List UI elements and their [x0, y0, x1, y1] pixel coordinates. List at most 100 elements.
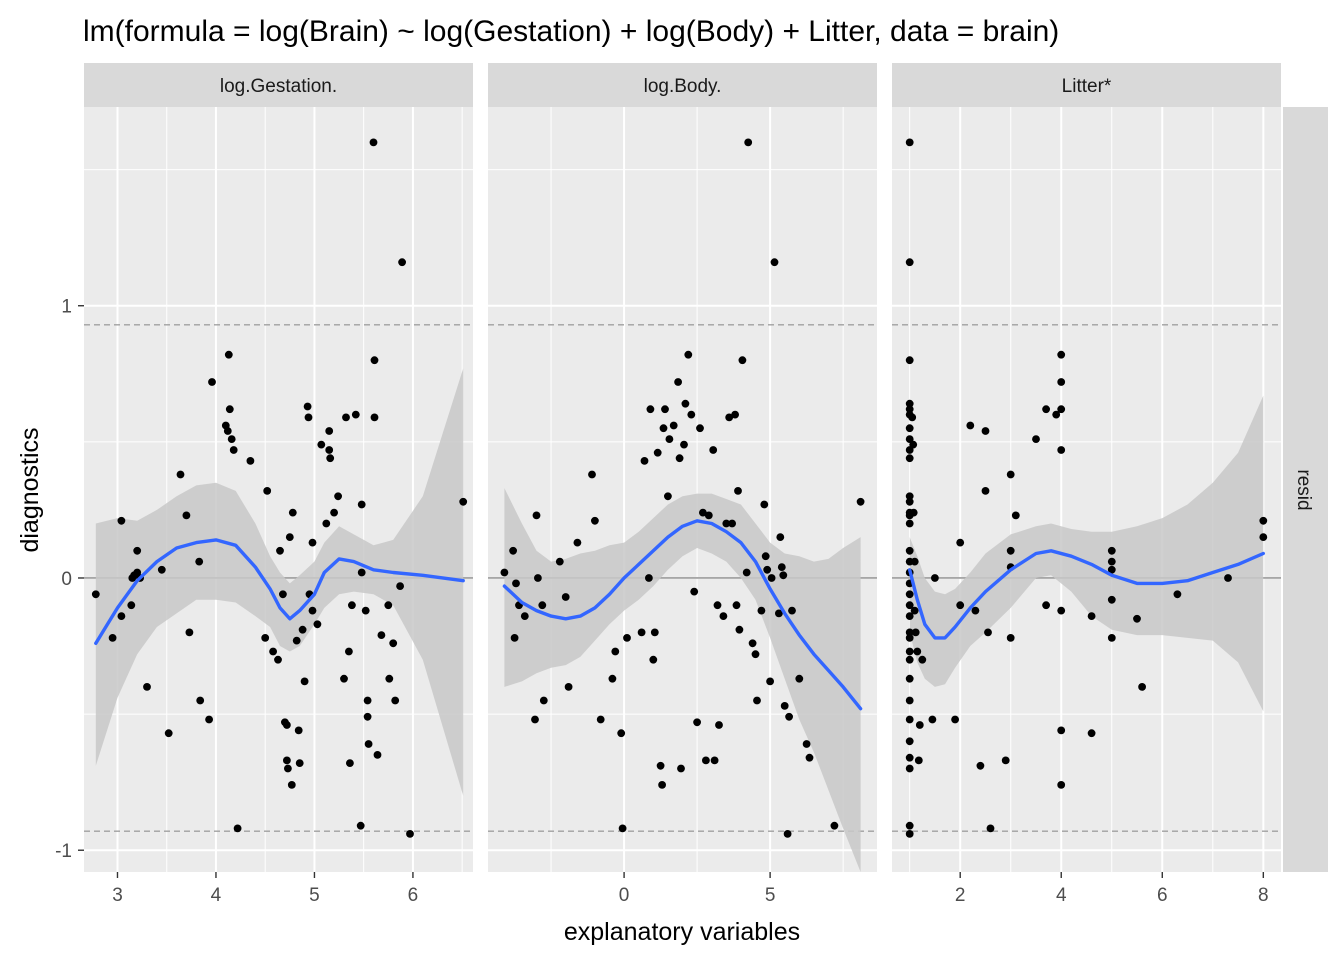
data-point: [406, 830, 414, 838]
data-point: [649, 655, 658, 664]
data-point: [905, 492, 914, 501]
data-point: [738, 356, 747, 365]
data-point: [195, 557, 204, 566]
data-point: [287, 781, 296, 789]
data-point: [696, 424, 704, 433]
data-point: [500, 568, 509, 577]
data-point: [908, 413, 917, 422]
smooth-line: [94, 538, 465, 645]
data-point: [905, 830, 914, 838]
data-point: [767, 574, 776, 582]
data-point: [677, 764, 685, 773]
data-point: [971, 606, 980, 615]
data-point: [905, 674, 914, 683]
data-point: [680, 440, 688, 449]
data-point: [1042, 405, 1050, 414]
data-point: [196, 696, 205, 705]
data-point: [722, 519, 731, 528]
data-point: [512, 579, 520, 588]
data-point: [363, 696, 372, 705]
data-point: [742, 568, 751, 577]
data-point: [618, 824, 627, 833]
data-point: [984, 628, 992, 637]
data-point: [164, 729, 173, 738]
data-point: [766, 677, 774, 686]
data-point: [283, 756, 291, 765]
data-point: [905, 764, 914, 773]
data-point: [910, 557, 919, 566]
data-point: [295, 759, 304, 767]
data-point: [732, 601, 741, 610]
data-point: [986, 824, 995, 833]
data-point: [370, 413, 379, 422]
panel-background: [84, 107, 473, 872]
data-point: [389, 639, 398, 648]
data-point: [704, 511, 713, 520]
data-point: [788, 606, 796, 615]
data-point: [664, 492, 672, 501]
x-tick-label: 8: [1258, 885, 1269, 906]
data-point: [910, 606, 919, 615]
data-point: [340, 674, 348, 683]
data-point: [783, 830, 792, 838]
data-point: [185, 628, 194, 637]
data-point: [1107, 546, 1116, 555]
data-point: [802, 740, 811, 748]
data-point: [520, 612, 529, 620]
data-point: [909, 508, 918, 517]
data-point: [564, 683, 573, 691]
data-point: [357, 568, 366, 577]
data-point: [385, 674, 394, 683]
data-point: [1138, 683, 1146, 691]
data-point: [127, 601, 136, 610]
data-point: [223, 427, 232, 435]
data-point: [966, 421, 975, 430]
data-point: [956, 601, 965, 610]
data-point: [356, 821, 365, 830]
data-point: [658, 781, 666, 789]
x-tick-label: 6: [1157, 885, 1168, 906]
data-point: [715, 721, 723, 729]
data-point: [1006, 634, 1015, 642]
data-point: [913, 647, 922, 656]
data-point: [779, 571, 788, 580]
data-point: [317, 440, 326, 449]
data-point: [596, 715, 605, 724]
data-point: [795, 674, 804, 683]
data-point: [143, 683, 151, 691]
data-point: [684, 350, 693, 359]
strip-background: [84, 63, 473, 107]
data-point: [1057, 350, 1066, 359]
data-point: [157, 565, 166, 574]
data-point: [292, 636, 301, 645]
panel-log-gestation: log.Gestation. 3 4 5 6: [84, 63, 473, 906]
data-point: [308, 538, 317, 547]
plot-title: lm(formula = log(Brain) ~ log(Gestation)…: [83, 15, 1059, 48]
data-point: [640, 457, 649, 465]
data-point: [377, 631, 386, 639]
data-point: [905, 424, 914, 433]
data-point: [117, 612, 126, 620]
data-point: [1032, 435, 1040, 443]
data-point: [856, 497, 865, 506]
data-point: [283, 721, 291, 729]
data-point: [905, 590, 914, 599]
data-point: [396, 582, 404, 590]
data-point: [370, 356, 379, 365]
data-point: [1259, 533, 1268, 541]
data-point: [785, 712, 793, 721]
data-point: [325, 446, 334, 454]
data-point: [656, 761, 665, 770]
data-point: [690, 587, 699, 596]
data-point: [384, 601, 393, 610]
data-point: [1057, 405, 1066, 414]
data-point: [637, 628, 646, 637]
data-point: [227, 435, 236, 443]
data-point: [777, 563, 786, 571]
data-point: [905, 696, 914, 705]
data-point: [981, 427, 990, 435]
data-point: [914, 756, 923, 765]
data-point: [713, 601, 722, 610]
data-point: [744, 138, 753, 147]
